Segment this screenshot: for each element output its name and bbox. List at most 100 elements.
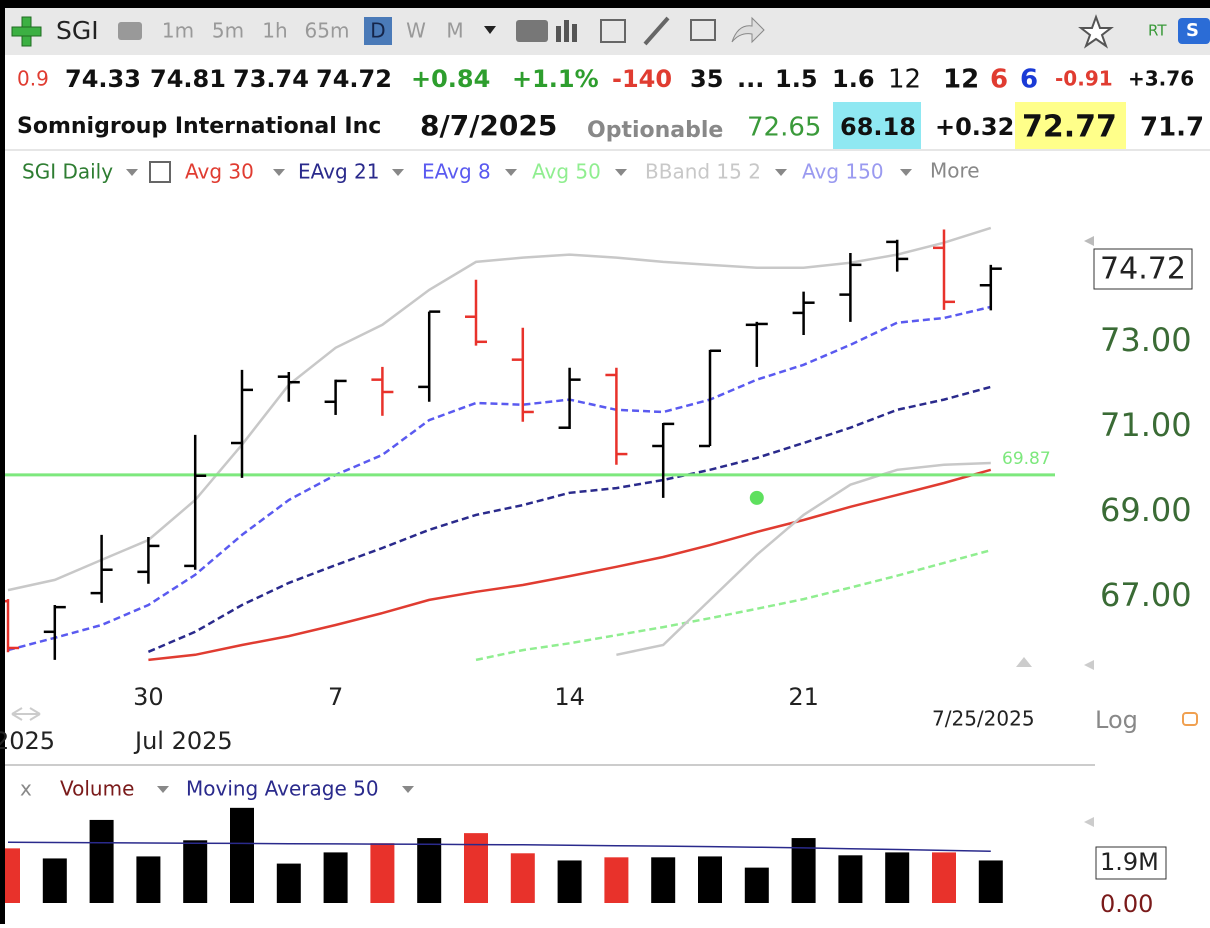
interval-button[interactable]: 5m: [212, 19, 244, 43]
series-name[interactable]: SGI Daily: [22, 160, 113, 184]
dropdown[interactable]: [273, 169, 285, 176]
dropdown[interactable]: [615, 169, 627, 176]
date-label: 7/25/2025: [932, 707, 1035, 731]
volume-bar: [417, 838, 442, 903]
y-tick-label: 69.00: [1100, 491, 1192, 529]
signal-dot: [749, 490, 764, 505]
volume-average: [7, 841, 991, 853]
legend-entry[interactable]: Avg 50: [532, 160, 601, 184]
interval-button[interactable]: 1h: [262, 19, 287, 43]
ohlc-bar: [324, 379, 347, 415]
quote-field: 73.74: [233, 65, 309, 93]
volume-bar: [651, 857, 676, 903]
legend-entry[interactable]: BBand 15 2: [645, 160, 761, 184]
note-icon[interactable]: [690, 19, 716, 41]
quote-field: 72.77: [1022, 110, 1117, 145]
symbol[interactable]: SGI: [56, 16, 99, 45]
grid-icon[interactable]: [600, 19, 626, 43]
quote-field: 6: [1020, 65, 1038, 95]
lock-icon[interactable]: [1182, 712, 1198, 726]
share-icon[interactable]: [731, 16, 765, 44]
y-tick-label: 67.00: [1100, 576, 1192, 614]
quote-field: 68.18: [840, 113, 916, 141]
interval-button[interactable]: 1m: [162, 19, 194, 43]
x-tick-label: 14: [554, 683, 585, 711]
ohlc-bar: [558, 367, 581, 429]
ohlc-bar: [933, 229, 955, 310]
price-plot: [5, 226, 1055, 662]
dropdown[interactable]: [505, 169, 517, 176]
x-tick-label: 7: [328, 683, 343, 711]
y-tick-label: 71.00: [1100, 406, 1192, 444]
legend-entry[interactable]: Volume: [60, 777, 134, 801]
add-icon[interactable]: [11, 16, 42, 47]
legend-entry[interactable]: Moving Average 50: [186, 777, 379, 801]
legend-entry[interactable]: Avg 150: [802, 160, 884, 184]
quote-field: -140: [612, 65, 672, 93]
scroll-arrow: [1084, 660, 1094, 670]
bar-style-icon[interactable]: [556, 20, 577, 42]
ohlc-bar: [699, 349, 721, 448]
ohlc-bar: [652, 422, 675, 498]
ohlc-bar: [979, 264, 1002, 311]
volume-bar: [557, 860, 582, 903]
quote-field: +0.32: [935, 113, 1014, 141]
y-tick-label: 1.9M: [1100, 848, 1159, 876]
indicator-line: [7, 226, 992, 592]
quote-field: 71.7: [1140, 113, 1204, 143]
quote-field: 35: [690, 65, 723, 93]
ohlc-bar: [371, 366, 394, 416]
interval-button[interactable]: D: [370, 19, 385, 43]
interval-button[interactable]: 65m: [305, 19, 350, 43]
dropdown[interactable]: [775, 169, 787, 176]
quote-field: 72.65: [747, 113, 821, 143]
highlight: [1015, 102, 1126, 149]
badge[interactable]: S: [1186, 20, 1199, 41]
quote-field: 1.5: [775, 65, 818, 93]
dropdown[interactable]: [157, 786, 169, 793]
volume-bar: [230, 807, 254, 903]
badge-bg[interactable]: [1178, 18, 1210, 44]
quote-field: 1.6: [832, 65, 875, 93]
legend-entry[interactable]: EAvg 21: [298, 160, 379, 184]
interval-dropdown[interactable]: [484, 26, 496, 34]
pen-icon[interactable]: [643, 16, 670, 46]
legend-entry[interactable]: EAvg 8: [422, 160, 491, 184]
more-button[interactable]: More: [930, 159, 980, 183]
x-tick-label: 21: [788, 683, 819, 711]
dropdown[interactable]: [900, 169, 912, 176]
quote-field: 74.72: [316, 65, 392, 93]
scale-toggle[interactable]: Log: [1095, 706, 1138, 734]
interval-button[interactable]: M: [446, 19, 463, 43]
indicator-line: [148, 468, 992, 662]
active-interval-bg[interactable]: [364, 17, 392, 45]
optionable: Optionable: [587, 118, 723, 143]
ohlc-bar: [90, 534, 113, 603]
close-button[interactable]: x: [20, 777, 32, 801]
volume-bar: [5, 848, 20, 903]
y-tick-label: 0.00: [1100, 890, 1153, 918]
indicator-line: [616, 461, 991, 657]
dropdown[interactable]: [126, 169, 138, 176]
pan-icon[interactable]: [11, 707, 41, 721]
interval-button[interactable]: W: [406, 19, 426, 43]
dropdown[interactable]: [402, 786, 414, 793]
volume-bar: [932, 852, 956, 903]
ohlc-bar: [465, 279, 487, 346]
realtime-label[interactable]: RT: [1148, 22, 1167, 40]
ohlc-bar: [792, 291, 815, 336]
dropdown[interactable]: [392, 169, 404, 176]
ohlc-bar: [277, 372, 300, 402]
text-tool-icon[interactable]: [516, 20, 548, 42]
volume-bar: [42, 858, 67, 903]
legend-entry[interactable]: Avg 30: [185, 160, 254, 184]
indicator-icon[interactable]: [149, 161, 171, 183]
volume-bar: [510, 853, 535, 903]
print-icon[interactable]: [118, 22, 142, 40]
volume-bar: [370, 843, 395, 903]
quote-field: 12: [943, 65, 979, 95]
ohlc-bar: [418, 310, 441, 402]
star-icon[interactable]: [1078, 14, 1114, 49]
x-tick-label: 30: [133, 683, 164, 711]
